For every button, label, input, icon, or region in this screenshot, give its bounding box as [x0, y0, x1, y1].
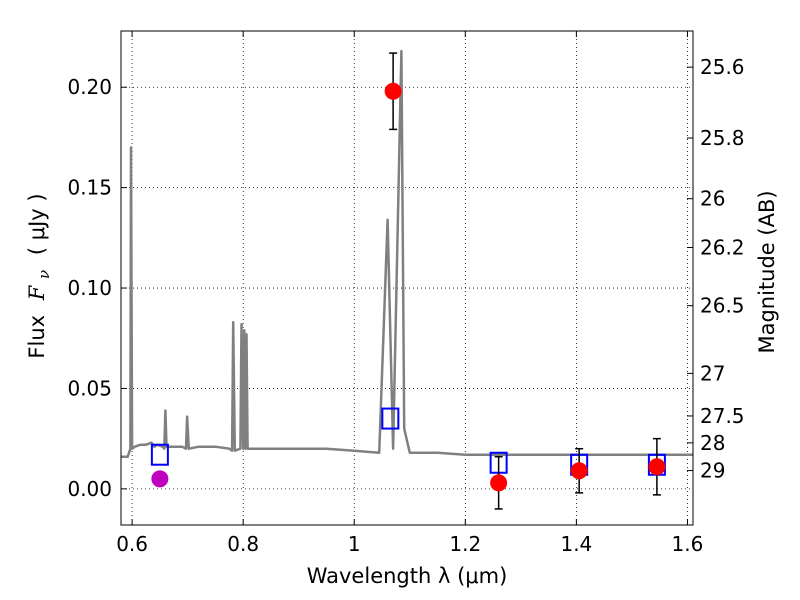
x-axis-label: Wavelength λ (μm) — [307, 564, 508, 588]
y2-tick-label: 28 — [700, 431, 725, 455]
x-tick-label: 1.4 — [560, 532, 592, 556]
x-tick-label: 1.6 — [672, 532, 704, 556]
x-tick-label: 1 — [348, 532, 361, 556]
model-photometry-square — [381, 407, 400, 430]
y-axis-label-subscript: ν — [35, 270, 53, 279]
x-tick-label: 0.8 — [227, 532, 259, 556]
y2-tick-label: 27 — [700, 361, 725, 385]
y2-tick-label: 25.8 — [700, 126, 745, 150]
y-tick-label: 0.15 — [67, 176, 112, 200]
y2-tick-label: 29 — [700, 459, 725, 483]
y2-tick-label: 26.5 — [700, 294, 745, 318]
y-axis-label-prefix: Flux — [25, 315, 49, 359]
y-axis-label: Flux F ν ( μJy ) — [25, 193, 54, 358]
x-tick-label: 0.6 — [116, 532, 148, 556]
model-spectrum-line — [121, 49, 693, 458]
observed-flux-point — [151, 470, 169, 488]
observed-flux-point — [648, 458, 666, 476]
observed-flux-point — [490, 474, 508, 492]
y-axis-label-symbol: F — [25, 284, 49, 301]
model-photometry-square — [150, 443, 169, 466]
y2-tick-label: 27.5 — [700, 404, 745, 428]
y-tick-label: 0.00 — [67, 477, 112, 501]
y-tick-label: 0.20 — [67, 75, 112, 99]
y2-tick-label: 26 — [700, 187, 725, 211]
grid — [121, 31, 693, 525]
plot-frame — [120, 30, 694, 526]
y2-tick-label: 26.2 — [700, 235, 745, 259]
y2-tick-label: 25.6 — [700, 55, 745, 79]
plot-area — [121, 49, 693, 510]
y2-axis-label: Magnitude (AB) — [755, 190, 779, 353]
x-tick-label: 1.2 — [449, 532, 481, 556]
y-axis-label-unit: ( μJy ) — [25, 193, 49, 255]
ticks: 0.6 0.8 1 1.2 1.4 1.6 0.00 0.05 0.10 0.15 0.20 25.6… — [67, 31, 745, 556]
observed-flux-point — [384, 82, 402, 100]
y-tick-label: 0.10 — [67, 276, 112, 300]
observed-flux-point — [570, 462, 588, 480]
y-tick-label: 0.05 — [67, 376, 112, 400]
